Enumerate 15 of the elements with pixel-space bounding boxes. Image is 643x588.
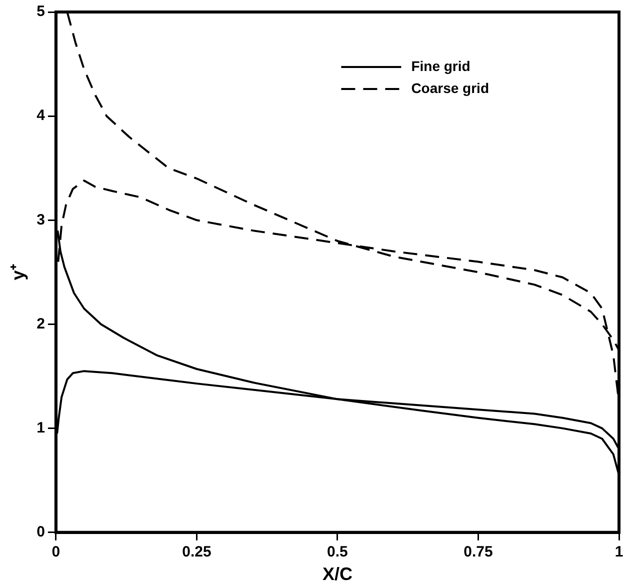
x-axis-title: X/C xyxy=(322,564,352,584)
y-tick-label: 0 xyxy=(36,524,45,541)
y-tick-label: 4 xyxy=(36,107,46,124)
legend-label: Coarse grid xyxy=(411,80,490,96)
x-tick-label: 0.25 xyxy=(182,544,212,561)
legend-label: Fine grid xyxy=(411,58,470,74)
y-tick-label: 2 xyxy=(36,315,45,332)
y-tick-label: 3 xyxy=(36,211,45,228)
y-axis-title: y⁺ xyxy=(8,264,28,280)
x-tick-label: 0 xyxy=(52,544,60,561)
x-tick-label: 1 xyxy=(614,544,624,561)
x-tick-label: 0.75 xyxy=(464,544,493,561)
y-tick-label: 5 xyxy=(36,3,45,20)
x-tick-label: 0.5 xyxy=(327,544,348,561)
y-tick-label: 1 xyxy=(36,419,45,436)
